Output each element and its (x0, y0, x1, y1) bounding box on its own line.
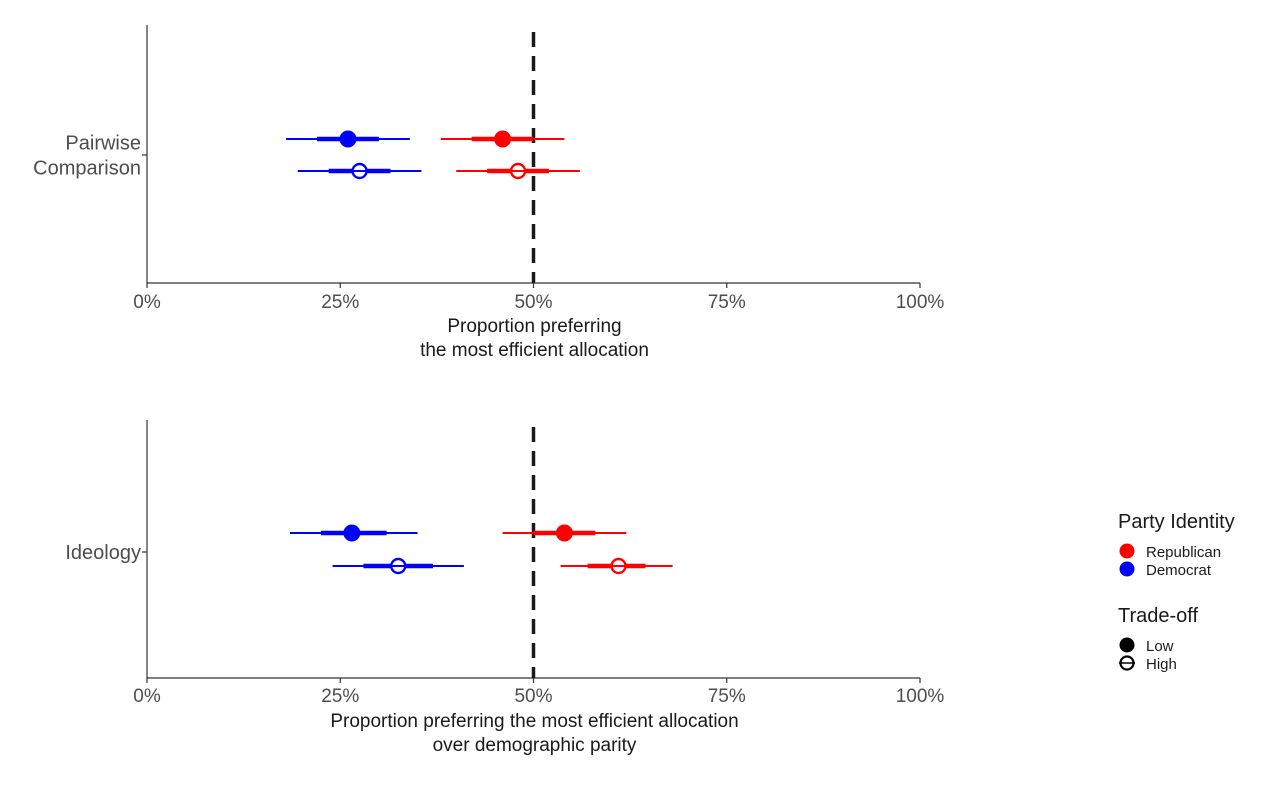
y-category-label-line: Ideology (65, 542, 141, 564)
panel-2: 0% 25% 50% 75% 100% Ideology Proportion prefer… (65, 420, 944, 756)
legend-democrat-swatch (1119, 561, 1135, 577)
republican-low-point (555, 524, 573, 542)
x-tick-label: 0% (133, 686, 161, 707)
legend-republican-label: Republican (1146, 544, 1221, 561)
x-axis-title-line: over demographic parity (433, 735, 637, 756)
x-tick-label: 75% (708, 292, 746, 313)
y-category-label: Pairwise Comparison (33, 133, 141, 180)
x-tick-label: 25% (321, 292, 359, 313)
x-tick-label: 50% (514, 686, 552, 707)
legend: Party Identity Republican Democrat Trade… (1118, 511, 1235, 673)
democrat-low-point (339, 130, 357, 148)
x-tick-label: 100% (896, 292, 945, 313)
legend-tradeoff-title: Trade-off (1118, 605, 1198, 627)
x-tick-label: 50% (514, 292, 552, 313)
x-axis-title-line: the most efficient allocation (420, 340, 649, 361)
x-axis-title: Proportion preferring the most efficient… (330, 711, 738, 756)
y-category-label: Ideology (65, 542, 141, 564)
legend-low-swatch (1119, 637, 1135, 653)
legend-republican-swatch (1119, 543, 1135, 559)
legend-party-title: Party Identity (1118, 511, 1235, 533)
republican-low-point (494, 130, 512, 148)
x-tick-label: 75% (708, 686, 746, 707)
x-tick-label: 0% (133, 292, 161, 313)
y-category-label-line: Comparison (33, 158, 141, 180)
x-tick-label: 25% (321, 686, 359, 707)
democrat-low-point (343, 524, 361, 542)
x-tick-label: 100% (896, 686, 945, 707)
legend-low-label: Low (1146, 638, 1174, 655)
x-axis-title-line: Proportion preferring the most efficient… (330, 711, 738, 732)
legend-democrat-label: Democrat (1146, 562, 1212, 579)
chart-panels: 0% 25% 50% 75% 100% Pairwise Comparison Proport… (33, 25, 944, 756)
x-axis-title: Proportion preferring the most efficient … (420, 316, 649, 361)
x-axis-title-line: Proportion preferring (447, 316, 621, 337)
y-category-label-line: Pairwise (65, 133, 141, 155)
legend-high-label: High (1146, 656, 1177, 673)
panel-1: 0% 25% 50% 75% 100% Pairwise Comparison Proport… (33, 25, 944, 361)
